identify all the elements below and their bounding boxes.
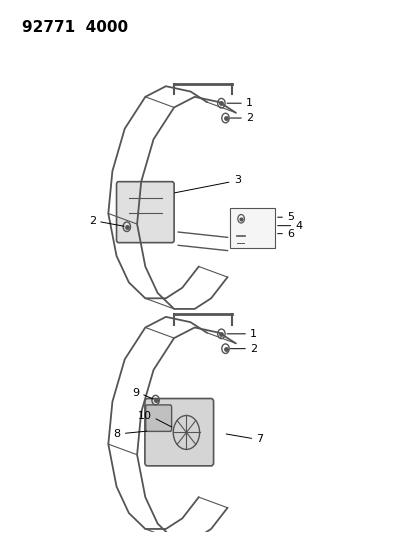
Text: 3: 3 (233, 175, 240, 185)
Text: 1: 1 (245, 98, 252, 108)
FancyBboxPatch shape (145, 405, 171, 431)
Text: 5: 5 (287, 212, 294, 222)
Text: 9: 9 (132, 387, 139, 398)
Text: 92771  4000: 92771 4000 (22, 20, 128, 35)
FancyBboxPatch shape (145, 399, 213, 466)
Bar (229, 208, 274, 248)
Text: 2: 2 (245, 113, 253, 123)
Text: 2: 2 (249, 344, 257, 354)
Text: 4: 4 (295, 221, 302, 231)
Text: 2: 2 (89, 216, 96, 227)
Text: 1: 1 (249, 329, 256, 339)
Text: 7: 7 (256, 434, 263, 444)
FancyBboxPatch shape (116, 182, 174, 243)
Text: 6: 6 (287, 229, 294, 239)
Text: 10: 10 (137, 411, 151, 421)
Text: 8: 8 (113, 429, 120, 439)
